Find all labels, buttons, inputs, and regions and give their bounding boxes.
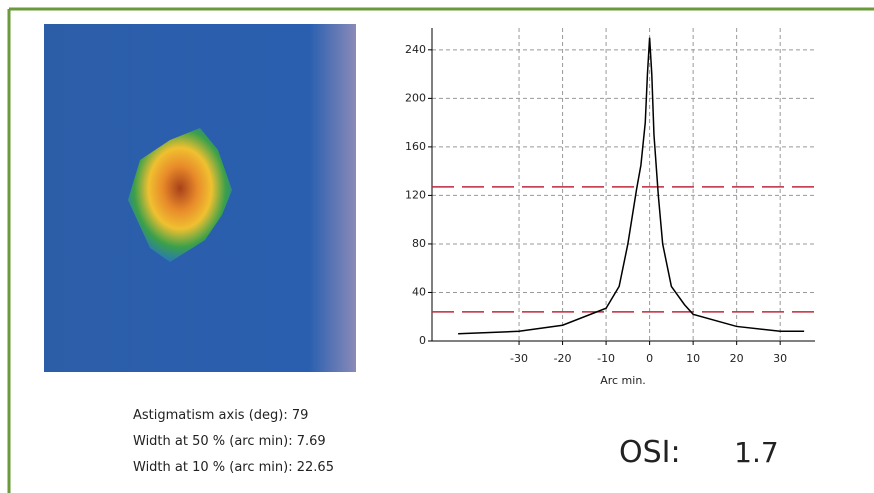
x-tick-label: 30 bbox=[773, 352, 787, 365]
x-tick-label: -20 bbox=[554, 352, 572, 365]
osi-label: OSI: bbox=[619, 435, 681, 470]
chart: 0 40 80 120 160 200 240 -30 -20 -10 0 10 20 30 bbox=[405, 28, 815, 365]
stat-label: Width at 10 % (arc min): bbox=[133, 460, 293, 475]
stat-label: Astigmatism axis (deg): bbox=[133, 408, 288, 423]
x-tick-label: -10 bbox=[597, 352, 615, 365]
series-line bbox=[458, 38, 804, 334]
stat-row: Width at 50 % (arc min): 7.69 bbox=[133, 429, 334, 455]
osi: OSI: 1.7 bbox=[619, 435, 779, 470]
figure: 0 40 80 120 160 200 240 -30 -20 -10 0 10 20 30 Arc mi… bbox=[0, 0, 874, 493]
y-tick-label: 200 bbox=[405, 91, 426, 104]
stat-label: Width at 50 % (arc min): bbox=[133, 434, 293, 449]
stat-row: Astigmatism axis (deg): 79 bbox=[133, 403, 334, 429]
stat-row: Width at 10 % (arc min): 22.65 bbox=[133, 455, 334, 481]
osi-value: 1.7 bbox=[734, 436, 779, 469]
x-axis-label: Arc min. bbox=[600, 374, 646, 387]
x-tick-label: 20 bbox=[730, 352, 744, 365]
y-tick-label: 40 bbox=[412, 285, 426, 298]
x-tick-label: 0 bbox=[646, 352, 653, 365]
x-tick-label: -30 bbox=[510, 352, 528, 365]
stats: Astigmatism axis (deg): 79 Width at 50 %… bbox=[133, 403, 334, 481]
x-tick-label: 10 bbox=[686, 352, 700, 365]
stat-value: 7.69 bbox=[297, 434, 326, 449]
stat-value: 22.65 bbox=[297, 460, 334, 475]
y-tick-label: 120 bbox=[405, 188, 426, 201]
plot-area bbox=[432, 28, 815, 341]
stat-value: 79 bbox=[292, 408, 309, 423]
y-tick-label: 160 bbox=[405, 140, 426, 153]
screen: 0 40 80 120 160 200 240 -30 -20 -10 0 10 20 30 Arc mi… bbox=[0, 0, 874, 493]
y-tick-label: 240 bbox=[405, 43, 426, 56]
y-tick-label: 80 bbox=[412, 237, 426, 250]
y-tick-label: 0 bbox=[419, 334, 426, 347]
